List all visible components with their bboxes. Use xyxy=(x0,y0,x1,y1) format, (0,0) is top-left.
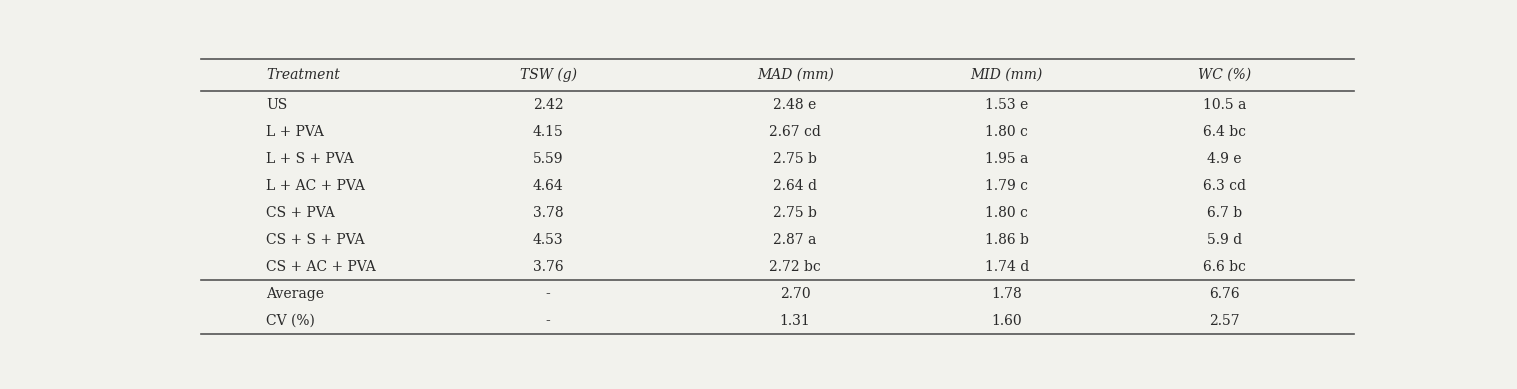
Text: 6.76: 6.76 xyxy=(1209,287,1239,301)
Text: 1.79 c: 1.79 c xyxy=(985,179,1029,193)
Text: 2.70: 2.70 xyxy=(780,287,810,301)
Text: CS + PVA: CS + PVA xyxy=(265,206,335,220)
Text: Average: Average xyxy=(265,287,325,301)
Text: 2.42: 2.42 xyxy=(532,98,563,112)
Text: 2.57: 2.57 xyxy=(1209,314,1239,328)
Text: -: - xyxy=(546,314,551,328)
Text: 6.4 bc: 6.4 bc xyxy=(1203,124,1245,138)
Text: Treatment: Treatment xyxy=(265,68,340,82)
Text: 1.80 c: 1.80 c xyxy=(985,124,1029,138)
Text: MID (mm): MID (mm) xyxy=(971,68,1042,82)
Text: -: - xyxy=(546,287,551,301)
Text: CS + AC + PVA: CS + AC + PVA xyxy=(265,260,376,274)
Text: L + PVA: L + PVA xyxy=(265,124,325,138)
Text: 6.7 b: 6.7 b xyxy=(1206,206,1242,220)
Text: 1.95 a: 1.95 a xyxy=(985,152,1029,166)
Text: 3.78: 3.78 xyxy=(532,206,563,220)
Text: 3.76: 3.76 xyxy=(532,260,563,274)
Text: 6.3 cd: 6.3 cd xyxy=(1203,179,1245,193)
Text: TSW (g): TSW (g) xyxy=(520,68,576,82)
Text: 4.64: 4.64 xyxy=(532,179,564,193)
Text: 1.80 c: 1.80 c xyxy=(985,206,1029,220)
Text: US: US xyxy=(265,98,287,112)
Text: 4.53: 4.53 xyxy=(532,233,563,247)
Text: 6.6 bc: 6.6 bc xyxy=(1203,260,1245,274)
Text: 2.67 cd: 2.67 cd xyxy=(769,124,821,138)
Text: 4.9 e: 4.9 e xyxy=(1208,152,1241,166)
Text: 4.15: 4.15 xyxy=(532,124,564,138)
Text: 1.74 d: 1.74 d xyxy=(985,260,1029,274)
Text: 5.9 d: 5.9 d xyxy=(1206,233,1242,247)
Text: 2.72 bc: 2.72 bc xyxy=(769,260,821,274)
Text: 1.86 b: 1.86 b xyxy=(985,233,1029,247)
Text: 10.5 a: 10.5 a xyxy=(1203,98,1245,112)
Text: 2.75 b: 2.75 b xyxy=(774,152,818,166)
Text: L + AC + PVA: L + AC + PVA xyxy=(265,179,366,193)
Text: 1.78: 1.78 xyxy=(991,287,1022,301)
Text: 2.64 d: 2.64 d xyxy=(774,179,818,193)
Text: 5.59: 5.59 xyxy=(532,152,563,166)
Text: WC (%): WC (%) xyxy=(1197,68,1252,82)
Text: CS + S + PVA: CS + S + PVA xyxy=(265,233,364,247)
Text: 2.48 e: 2.48 e xyxy=(774,98,816,112)
Text: CV (%): CV (%) xyxy=(265,314,316,328)
Text: L + S + PVA: L + S + PVA xyxy=(265,152,353,166)
Text: MAD (mm): MAD (mm) xyxy=(757,68,833,82)
Text: 2.87 a: 2.87 a xyxy=(774,233,816,247)
Text: 2.75 b: 2.75 b xyxy=(774,206,818,220)
Text: 1.31: 1.31 xyxy=(780,314,810,328)
Text: 1.60: 1.60 xyxy=(992,314,1022,328)
Text: 1.53 e: 1.53 e xyxy=(985,98,1029,112)
